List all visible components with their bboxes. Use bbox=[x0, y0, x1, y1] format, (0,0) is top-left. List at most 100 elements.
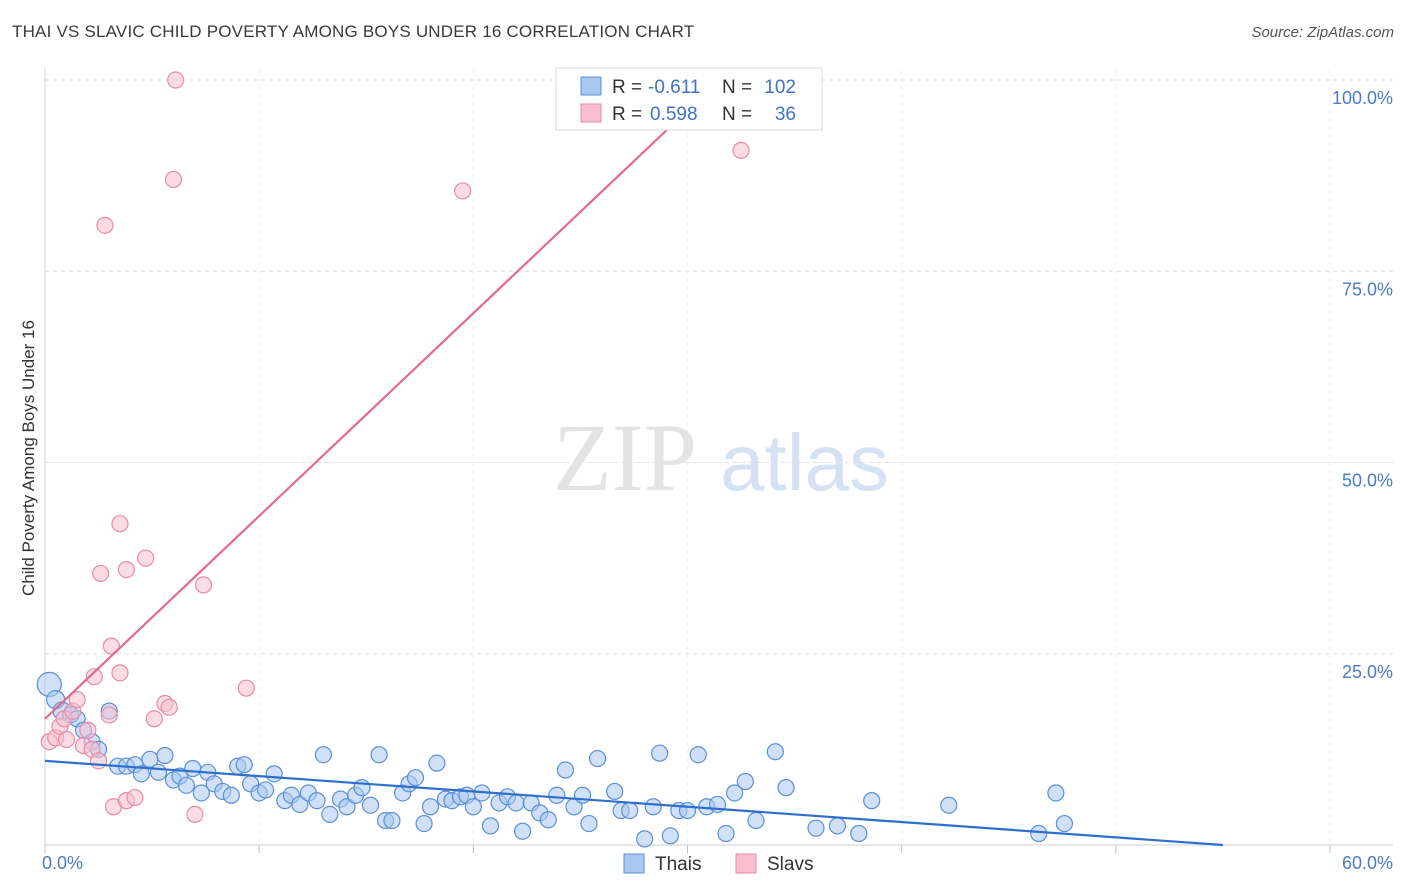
slavs-point-21 bbox=[126, 788, 144, 807]
thais-point-19 bbox=[184, 759, 202, 778]
thais-point-30 bbox=[265, 765, 283, 783]
thais-point-92 bbox=[850, 824, 868, 843]
thais-point-35 bbox=[308, 792, 326, 810]
thais-point-15 bbox=[156, 746, 174, 765]
thais-point-74 bbox=[606, 782, 624, 801]
thais-point-93 bbox=[863, 792, 881, 810]
slavs-point-15 bbox=[102, 637, 120, 655]
slavs-point-14 bbox=[100, 706, 118, 724]
thais-point-49 bbox=[415, 814, 433, 833]
thais-point-88 bbox=[766, 743, 784, 761]
slavs-point-29 bbox=[186, 805, 204, 824]
thais-points bbox=[36, 671, 1074, 848]
legend-r-value-slavs: 0.598 bbox=[650, 104, 698, 125]
slavs-point-30 bbox=[237, 679, 255, 697]
thais-point-18 bbox=[177, 776, 195, 794]
chart-source: Source: ZipAtlas.com bbox=[1251, 24, 1394, 41]
slavs-point-25 bbox=[160, 698, 178, 716]
slavs-point-31 bbox=[454, 182, 472, 200]
thais-point-50 bbox=[421, 798, 440, 816]
thais-point-80 bbox=[678, 801, 697, 820]
thais-point-94 bbox=[940, 796, 958, 814]
thais-point-48 bbox=[406, 769, 425, 787]
thais-point-70 bbox=[580, 814, 598, 833]
legend-r-label-thais: R = bbox=[612, 77, 642, 98]
y-tick-label-0: 25.0% bbox=[1342, 662, 1393, 682]
slavs-point-28 bbox=[194, 576, 213, 594]
grid-layer: 25.0% 50.0% 75.0% 100.0% bbox=[44, 68, 1393, 853]
thais-point-67 bbox=[556, 761, 575, 779]
thais-point-36 bbox=[314, 746, 333, 764]
thais-point-95 bbox=[1030, 824, 1048, 843]
series-legend-swatch-slavs bbox=[735, 853, 757, 874]
slavs-point-12 bbox=[92, 564, 110, 583]
slavs-point-27 bbox=[167, 71, 185, 89]
thais-point-33 bbox=[291, 795, 309, 814]
slavs-point-13 bbox=[96, 216, 114, 234]
legend-swatch-slavs bbox=[580, 103, 602, 123]
thais-point-97 bbox=[1055, 814, 1074, 833]
slavs-trend-line bbox=[44, 79, 721, 720]
slavs-point-11 bbox=[89, 752, 108, 770]
thais-point-76 bbox=[644, 798, 662, 816]
legend-r-label-slavs: R = bbox=[612, 104, 642, 125]
series-legend-label-slavs: Slavs bbox=[767, 854, 813, 875]
thais-point-75 bbox=[636, 830, 654, 848]
slavs-point-23 bbox=[145, 710, 163, 728]
thais-point-78 bbox=[661, 827, 679, 845]
thais-point-43 bbox=[370, 746, 388, 764]
thais-point-84 bbox=[717, 824, 735, 843]
series-legend-swatch-thais bbox=[623, 853, 645, 874]
thais-point-86 bbox=[736, 772, 754, 791]
thais-point-69 bbox=[573, 786, 592, 804]
correlation-legend: R = -0.611 N = 102 R = 0.598 N = 36 bbox=[555, 67, 823, 131]
series-legend-label-thais: Thais bbox=[655, 854, 701, 875]
series-legend: Thais Slavs bbox=[623, 853, 813, 875]
legend-n-label-thais: N = bbox=[722, 77, 752, 98]
thais-point-42 bbox=[361, 796, 380, 814]
thais-point-14 bbox=[149, 763, 168, 781]
thais-trend-line bbox=[44, 759, 1223, 847]
thais-point-87 bbox=[747, 811, 765, 830]
legend-swatch-thais bbox=[580, 76, 602, 96]
thais-point-39 bbox=[338, 798, 356, 816]
slavs-points bbox=[40, 71, 750, 824]
y-tick-label-2: 75.0% bbox=[1342, 279, 1393, 299]
thais-point-45 bbox=[383, 811, 401, 830]
slavs-point-26 bbox=[164, 170, 183, 189]
thais-point-89 bbox=[777, 779, 795, 797]
thais-point-96 bbox=[1047, 784, 1065, 802]
thais-point-20 bbox=[192, 784, 210, 802]
slavs-point-17 bbox=[111, 664, 129, 682]
slavs-point-6 bbox=[68, 691, 86, 709]
slavs-point-4 bbox=[57, 730, 76, 749]
thais-point-71 bbox=[588, 749, 607, 768]
thais-point-90 bbox=[807, 819, 825, 837]
chart-title: THAI VS SLAVIC CHILD POVERTY AMONG BOYS … bbox=[12, 22, 695, 41]
thais-point-81 bbox=[689, 746, 707, 764]
watermark-atlas: atlas bbox=[720, 418, 889, 507]
thais-point-91 bbox=[828, 817, 847, 835]
x-tick-min: 0.0% bbox=[42, 853, 83, 873]
thais-point-66 bbox=[548, 786, 566, 804]
thais-point-77 bbox=[651, 744, 669, 762]
legend-n-value-slavs: 36 bbox=[775, 104, 796, 125]
legend-n-value-thais: 102 bbox=[764, 77, 796, 98]
thais-point-24 bbox=[222, 786, 240, 804]
thais-point-62 bbox=[513, 822, 532, 840]
thais-point-29 bbox=[256, 781, 275, 799]
slavs-point-18 bbox=[111, 515, 129, 533]
slavs-point-8 bbox=[79, 721, 97, 739]
thais-point-65 bbox=[539, 811, 557, 829]
thais-point-58 bbox=[481, 817, 500, 835]
legend-r-value-thais: -0.611 bbox=[648, 77, 700, 98]
slavs-point-22 bbox=[137, 549, 155, 567]
thais-point-56 bbox=[464, 798, 482, 816]
thais-point-12 bbox=[132, 765, 150, 783]
x-tick-max: 60.0% bbox=[1342, 853, 1393, 873]
legend-n-label-slavs: N = bbox=[722, 104, 752, 125]
thais-point-51 bbox=[428, 754, 446, 772]
trend-layer bbox=[44, 79, 1223, 847]
y-axis-label: Child Poverty Among Boys Under 16 bbox=[19, 320, 38, 596]
watermark-zip: ZIP bbox=[553, 404, 697, 511]
